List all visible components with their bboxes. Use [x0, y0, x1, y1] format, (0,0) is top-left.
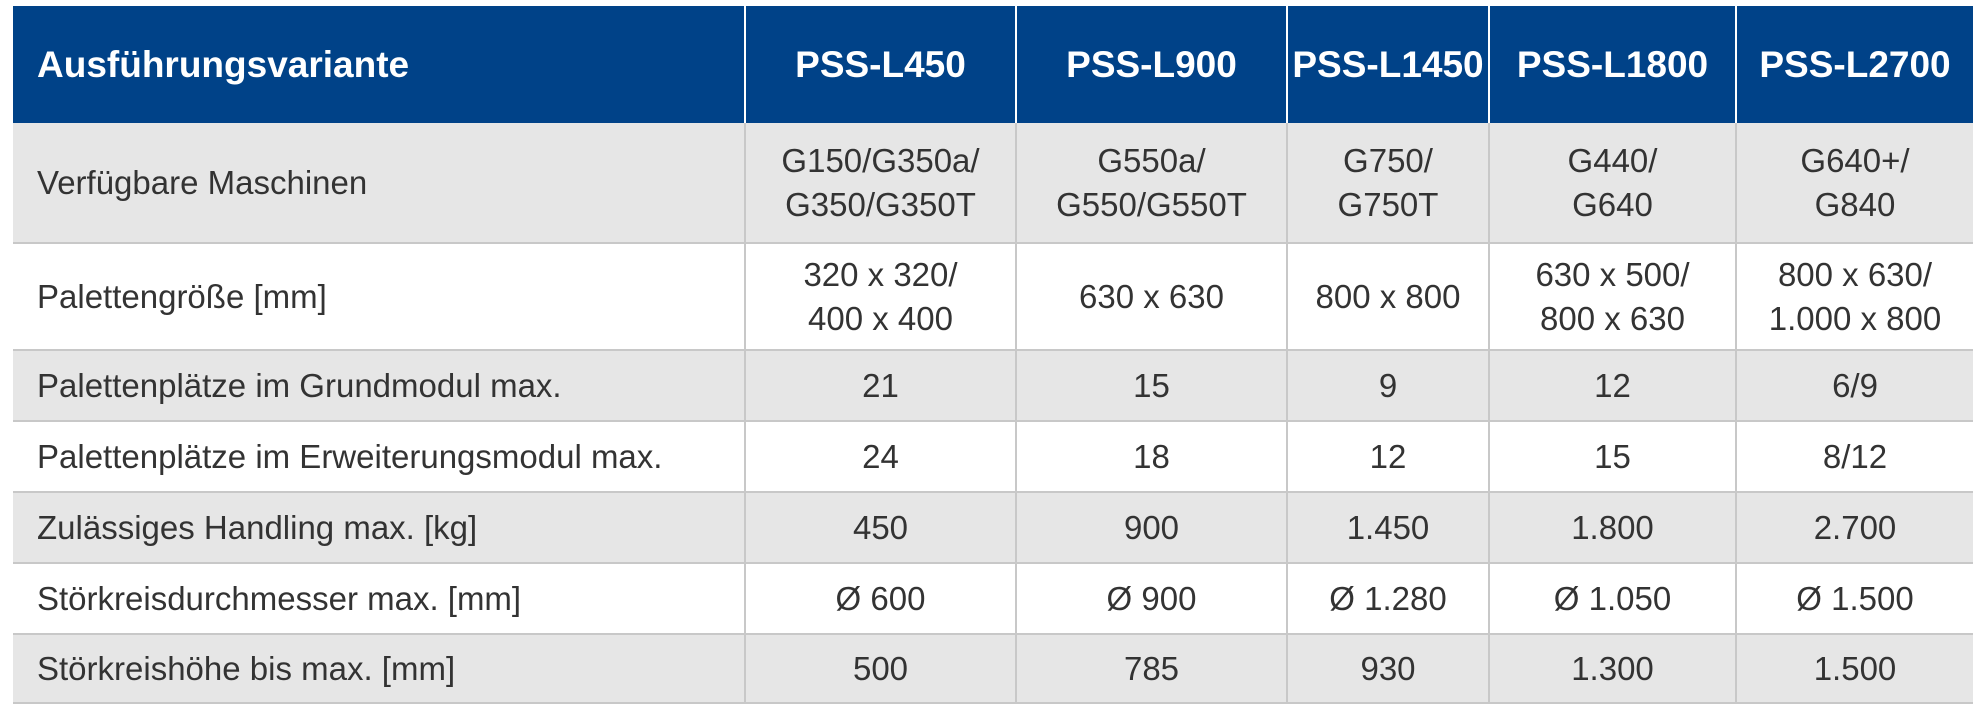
- cell: 800 x 630/ 1.000 x 800: [1735, 243, 1973, 351]
- row-label: Verfügbare Maschinen: [13, 123, 745, 244]
- cell: 630 x 630: [1015, 243, 1287, 351]
- cell: 1.300: [1488, 634, 1736, 704]
- cell: Ø 1.050: [1488, 563, 1736, 635]
- cell: 450: [744, 492, 1016, 564]
- cell: 8/12: [1735, 421, 1973, 493]
- cell: 21: [744, 350, 1016, 422]
- cell: 1.800: [1488, 492, 1736, 564]
- cell: 2.700: [1735, 492, 1973, 564]
- cell: G150/G350a/ G350/G350T: [744, 123, 1016, 244]
- cell: 9: [1286, 350, 1489, 422]
- table-row: Zulässiges Handling max. [kg] 450 900 1.450…: [13, 492, 1973, 564]
- cell: Ø 1.500: [1735, 563, 1973, 635]
- cell: 630 x 500/ 800 x 630: [1488, 243, 1736, 351]
- row-label: Störkreisdurchmesser max. [mm]: [13, 563, 745, 635]
- cell: 900: [1015, 492, 1287, 564]
- table-body: Verfügbare Maschinen G150/G350a/ G350/G35…: [13, 123, 1973, 704]
- row-label: Palettenplätze im Erweiterungsmodul max.: [13, 421, 745, 493]
- header-cell: PSS-L1450: [1286, 6, 1489, 123]
- table-row: Palettengröße [mm] 320 x 320/ 400 x 400 63…: [13, 243, 1973, 351]
- cell: G550a/ G550/G550T: [1015, 123, 1287, 244]
- cell: 930: [1286, 634, 1489, 704]
- row-label: Zulässiges Handling max. [kg]: [13, 492, 745, 564]
- table-wrap: Ausführungsvariante PSS-L450 PSS-L900 PSS-L…: [13, 6, 1973, 704]
- table-row: Störkreishöhe bis max. [mm] 500 785 930 1.30…: [13, 634, 1973, 704]
- cell: G640+/ G840: [1735, 123, 1973, 244]
- cell: 500: [744, 634, 1016, 704]
- cell: 1.500: [1735, 634, 1973, 704]
- cell: Ø 900: [1015, 563, 1287, 635]
- cell: 15: [1015, 350, 1287, 422]
- cell: 24: [744, 421, 1016, 493]
- header-cell: Ausführungsvariante: [13, 6, 745, 123]
- header-cell: PSS-L900: [1015, 6, 1287, 123]
- spec-table: Ausführungsvariante PSS-L450 PSS-L900 PSS-L…: [13, 6, 1973, 704]
- row-label: Störkreishöhe bis max. [mm]: [13, 634, 745, 704]
- cell: Ø 1.280: [1286, 563, 1489, 635]
- table-row: Palettenplätze im Grundmodul max. 21 15 9 12…: [13, 350, 1973, 422]
- cell: 800 x 800: [1286, 243, 1489, 351]
- cell: 320 x 320/ 400 x 400: [744, 243, 1016, 351]
- row-label: Palettenplätze im Grundmodul max.: [13, 350, 745, 422]
- table-row: Verfügbare Maschinen G150/G350a/ G350/G35…: [13, 123, 1973, 244]
- cell: 6/9: [1735, 350, 1973, 422]
- cell: 12: [1488, 350, 1736, 422]
- cell: 785: [1015, 634, 1287, 704]
- cell: 12: [1286, 421, 1489, 493]
- header-row: Ausführungsvariante PSS-L450 PSS-L900 PSS-L…: [13, 6, 1973, 123]
- cell: 1.450: [1286, 492, 1489, 564]
- row-label: Palettengröße [mm]: [13, 243, 745, 351]
- cell: 18: [1015, 421, 1287, 493]
- header-cell: PSS-L450: [744, 6, 1016, 123]
- cell: Ø 600: [744, 563, 1016, 635]
- header-cell: PSS-L2700: [1735, 6, 1973, 123]
- cell: G440/ G640: [1488, 123, 1736, 244]
- table-row: Störkreisdurchmesser max. [mm] Ø 600 Ø 900…: [13, 563, 1973, 635]
- cell: 15: [1488, 421, 1736, 493]
- table-row: Palettenplätze im Erweiterungsmodul max.…: [13, 421, 1973, 493]
- header-cell: PSS-L1800: [1488, 6, 1736, 123]
- cell: G750/ G750T: [1286, 123, 1489, 244]
